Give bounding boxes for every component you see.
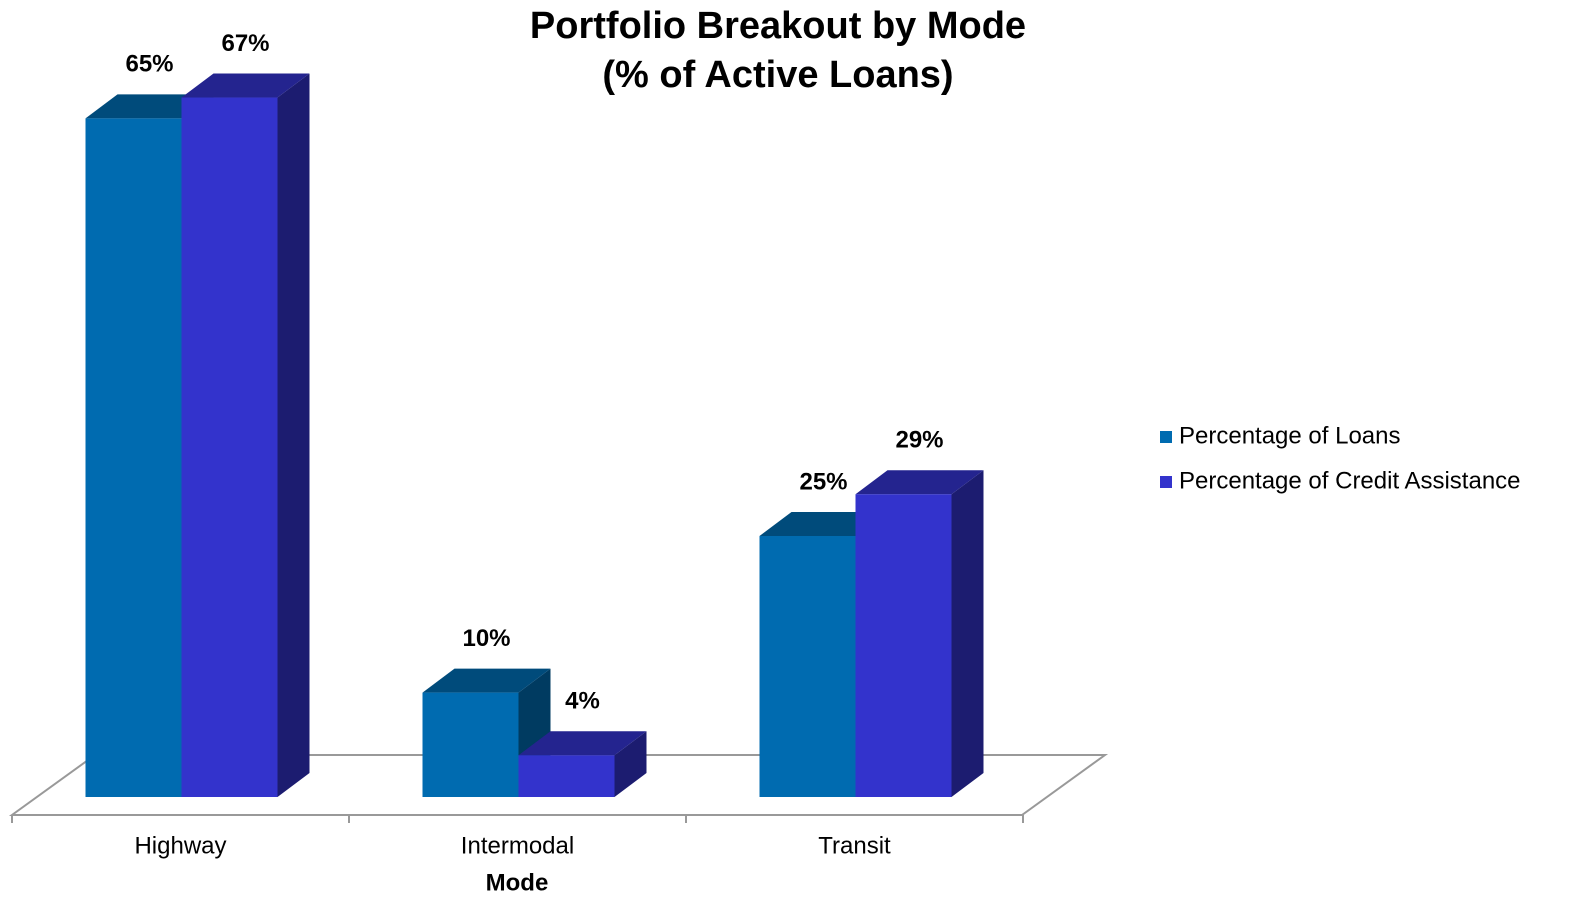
chart-subtitle: (% of Active Loans) xyxy=(602,54,953,96)
legend-label: Percentage of Loans xyxy=(1179,422,1401,449)
bar-side xyxy=(614,731,647,797)
bar-3d xyxy=(422,668,551,797)
x-axis-label: Mode xyxy=(486,869,549,896)
bar xyxy=(181,97,278,797)
bar-top xyxy=(422,668,551,693)
legend-swatch xyxy=(1160,476,1172,488)
legend-swatch xyxy=(1160,431,1172,443)
bar-side xyxy=(277,73,310,797)
bar-3d xyxy=(518,731,647,797)
value-label: 25% xyxy=(799,468,847,495)
bar-3d xyxy=(181,73,310,797)
value-label: 65% xyxy=(125,51,173,78)
bar xyxy=(422,692,519,797)
value-label: 4% xyxy=(565,688,600,715)
value-label: 29% xyxy=(895,427,943,454)
x-tick-label: Intermodal xyxy=(461,832,574,859)
bar-top xyxy=(181,73,310,98)
bar-top xyxy=(518,731,647,756)
bar xyxy=(85,118,182,797)
bar xyxy=(518,755,615,797)
value-label: 67% xyxy=(221,30,269,57)
bar-top xyxy=(855,470,984,495)
chart-title: Portfolio Breakout by Mode xyxy=(530,5,1026,47)
bar xyxy=(855,494,952,797)
value-label: 10% xyxy=(462,625,510,652)
bar-3d xyxy=(855,470,984,797)
x-tick-label: Highway xyxy=(134,832,226,859)
bar-side xyxy=(951,470,984,797)
bar xyxy=(759,536,856,797)
x-tick-label: Transit xyxy=(818,832,891,859)
legend-label: Percentage of Credit Assistance xyxy=(1179,467,1521,494)
